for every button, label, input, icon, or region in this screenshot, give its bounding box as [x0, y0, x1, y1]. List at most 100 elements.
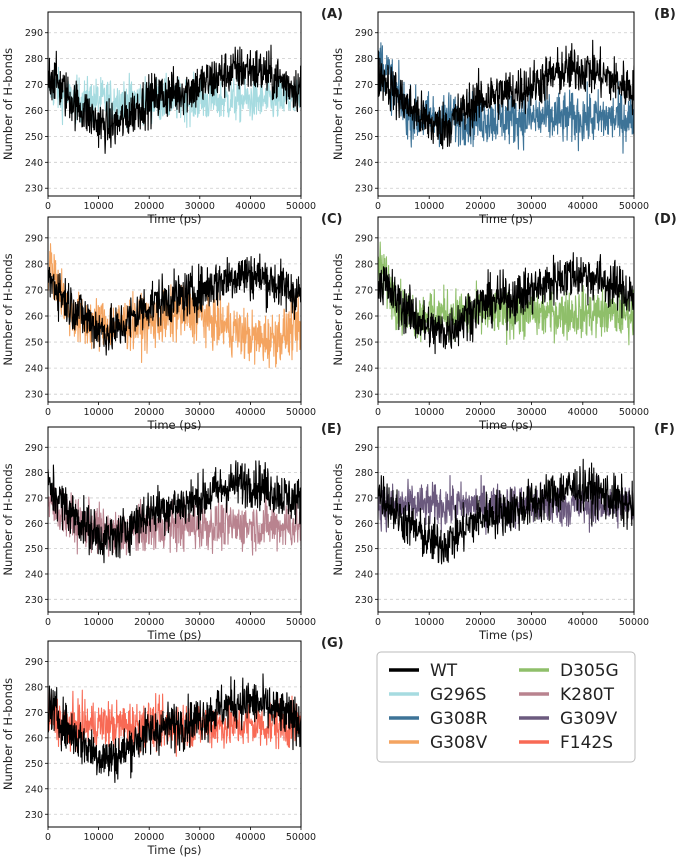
y-tick-label: 250	[25, 759, 43, 770]
y-tick-label: 290	[25, 233, 43, 244]
x-tick-label: 10000	[414, 617, 444, 628]
y-tick-label: 270	[25, 708, 43, 719]
x-axis-label: Time (ps)	[146, 418, 201, 432]
y-axis-label: Number of H-bonds	[1, 678, 15, 790]
axes-frame	[377, 216, 635, 403]
y-tick-label: 250	[25, 132, 43, 143]
y-tick-label: 250	[25, 544, 43, 555]
y-tick-label: 280	[25, 682, 43, 693]
y-tick-label: 290	[355, 28, 373, 39]
y-tick-label: 270	[25, 285, 43, 296]
x-tick-label: 30000	[516, 407, 546, 418]
y-tick-label: 230	[25, 595, 43, 606]
panel-e: 0 10000 20000 30000 40000 50000 230 240 250 260 27…	[1, 422, 342, 642]
panel-d: 0 10000 20000 30000 40000 50000 230 240 250 260 27…	[331, 212, 677, 432]
x-tick-label: 20000	[465, 407, 495, 418]
panel-label: (C)	[321, 212, 342, 227]
y-tick-label: 260	[25, 106, 43, 117]
x-tick-label: 50000	[619, 201, 649, 212]
series-line-wt	[378, 458, 634, 565]
y-tick-label: 290	[355, 233, 373, 244]
x-tick-label: 30000	[185, 201, 215, 212]
x-tick-label: 30000	[516, 201, 546, 212]
x-tick-label: 30000	[185, 407, 215, 418]
y-tick-label: 280	[355, 468, 373, 479]
x-tick-label: 30000	[516, 617, 546, 628]
x-tick-label: 40000	[235, 617, 265, 628]
x-tick-label: 20000	[134, 201, 164, 212]
x-tick-label: 0	[375, 407, 381, 418]
y-tick-label: 260	[355, 312, 373, 323]
y-axis-label: Number of H-bonds	[1, 463, 15, 575]
legend-label-k280t: K280T	[560, 685, 615, 705]
x-tick-label: 10000	[83, 617, 113, 628]
axes-frame	[47, 11, 302, 197]
y-tick-label: 240	[25, 364, 43, 375]
y-tick-label: 240	[355, 158, 373, 169]
y-tick-label: 250	[355, 338, 373, 349]
y-tick-label: 280	[25, 259, 43, 270]
y-tick-label: 250	[25, 338, 43, 349]
legend-label-g309v: G309V	[560, 709, 618, 729]
x-tick-label: 0	[375, 201, 381, 212]
panel-label: (F)	[654, 422, 675, 437]
y-tick-label: 280	[355, 54, 373, 65]
x-tick-label: 10000	[83, 832, 113, 843]
y-tick-label: 250	[355, 132, 373, 143]
y-tick-label: 230	[25, 390, 43, 401]
x-tick-label: 50000	[286, 201, 316, 212]
y-tick-label: 260	[25, 733, 43, 744]
panel-b: 0 10000 20000 30000 40000 50000 230 240 250 260 27…	[331, 7, 676, 226]
y-tick-label: 270	[355, 80, 373, 91]
panel-label: (B)	[654, 7, 676, 22]
x-tick-label: 50000	[286, 407, 316, 418]
panel-g: 0 10000 20000 30000 40000 50000 230 240 250 260 27…	[1, 636, 344, 857]
legend: WT G296S G308R G308V D305G K280T G309V F142S	[376, 651, 636, 763]
y-tick-label: 230	[355, 595, 373, 606]
y-tick-label: 250	[355, 544, 373, 555]
y-tick-label: 290	[25, 443, 43, 454]
y-tick-label: 270	[25, 493, 43, 504]
y-axis-label: Number of H-bonds	[331, 253, 345, 365]
x-axis-label: Time (ps)	[478, 212, 533, 226]
x-tick-label: 30000	[185, 832, 215, 843]
y-tick-label: 230	[355, 184, 373, 195]
y-tick-label: 280	[25, 468, 43, 479]
y-tick-label: 270	[25, 80, 43, 91]
y-tick-label: 260	[25, 519, 43, 530]
x-tick-label: 50000	[619, 407, 649, 418]
axes-frame	[377, 426, 635, 613]
x-axis-label: Time (ps)	[146, 212, 201, 226]
y-tick-label: 290	[25, 657, 43, 668]
series-line-g296s	[48, 66, 301, 130]
y-tick-label: 240	[355, 364, 373, 375]
series-line-wt	[378, 39, 634, 150]
x-tick-label: 20000	[134, 407, 164, 418]
legend-label-d305g: D305G	[560, 661, 619, 681]
y-axis-label: Number of H-bonds	[1, 253, 15, 365]
series-line-wt	[48, 44, 301, 154]
y-axis-label: Number of H-bonds	[1, 48, 15, 160]
panel-f: 0 10000 20000 30000 40000 50000 230 240 250 260 27…	[331, 422, 675, 642]
x-tick-label: 40000	[568, 617, 598, 628]
legend-label-f142s: F142S	[560, 733, 613, 753]
panel-label: (A)	[321, 7, 343, 22]
y-tick-label: 240	[355, 569, 373, 580]
y-tick-label: 260	[355, 106, 373, 117]
axes-frame	[377, 11, 635, 197]
x-tick-label: 50000	[286, 832, 316, 843]
x-axis-label: Time (ps)	[146, 843, 201, 857]
y-tick-label: 230	[355, 390, 373, 401]
series-line-wt	[48, 253, 301, 356]
x-tick-label: 50000	[619, 617, 649, 628]
x-tick-label: 0	[45, 407, 51, 418]
y-tick-label: 290	[355, 443, 373, 454]
y-tick-label: 270	[355, 285, 373, 296]
panel-a: 0 10000 20000 30000 40000 50000 230 240 250 260 27…	[1, 7, 343, 226]
x-tick-label: 0	[45, 617, 51, 628]
panel-label: (E)	[321, 422, 342, 437]
panel-label: (G)	[321, 636, 344, 651]
x-tick-label: 10000	[83, 407, 113, 418]
panel-label: (D)	[654, 212, 677, 227]
